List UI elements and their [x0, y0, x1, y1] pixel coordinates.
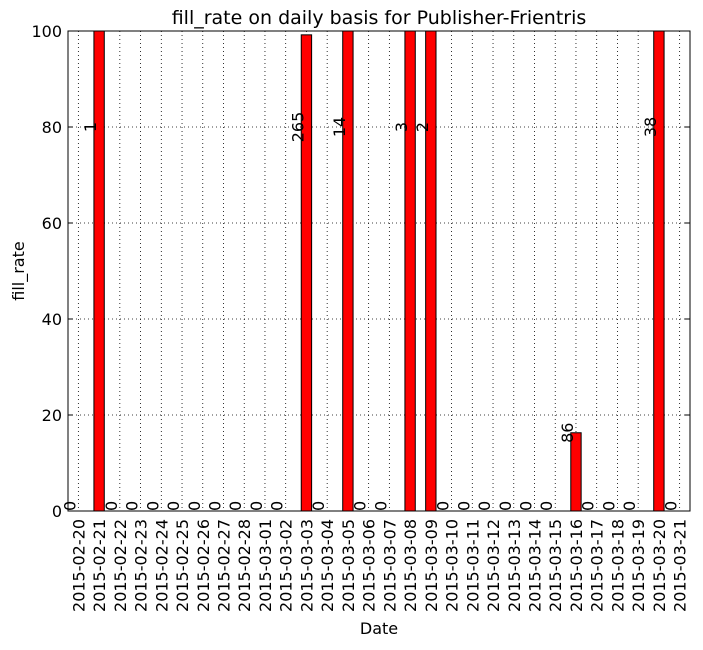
x-tick-label: 2015-03-15 — [546, 519, 565, 612]
bar-annotation: 0 — [268, 501, 287, 511]
bar-annotation: 0 — [206, 501, 225, 511]
x-tick-label: 2015-03-19 — [629, 519, 648, 612]
y-tick-label: 0 — [52, 502, 62, 521]
x-tick-label: 2015-03-13 — [505, 519, 524, 612]
bar-annotation: 0 — [475, 501, 494, 511]
bar — [425, 30, 437, 512]
bar — [404, 30, 416, 512]
x-tick-label: 2015-03-12 — [484, 519, 503, 612]
bar-annotation: 0 — [579, 501, 598, 511]
x-tick-label: 2015-02-27 — [215, 519, 234, 612]
x-tick-label: 2015-03-11 — [463, 519, 482, 612]
x-tick-label: 2015-03-09 — [422, 519, 441, 612]
x-tick-label: 2015-02-28 — [235, 519, 254, 612]
bar — [570, 432, 582, 512]
bar — [342, 30, 354, 512]
bar-annotation: 1 — [81, 122, 100, 132]
x-tick-label: 2015-03-06 — [360, 519, 379, 612]
x-tick-label: 2015-03-10 — [443, 519, 462, 612]
y-tick-label: 100 — [31, 22, 62, 41]
bar-annotation: 0 — [371, 501, 390, 511]
x-tick-label: 2015-02-24 — [152, 519, 171, 612]
bar-annotation: 0 — [599, 501, 618, 511]
chart-title: fill_rate on daily basis for Publisher-F… — [172, 7, 587, 29]
bar-annotation: 0 — [164, 501, 183, 511]
bar-annotation: 265 — [288, 112, 307, 143]
bar-annotation: 0 — [102, 501, 121, 511]
bar-annotation: 0 — [123, 501, 142, 511]
bar-annotation: 0 — [226, 501, 245, 511]
bar-annotation: 86 — [558, 423, 577, 443]
x-tick-label: 2015-03-17 — [588, 519, 607, 612]
bar-annotation: 0 — [351, 501, 370, 511]
bar-annotation: 14 — [330, 117, 349, 137]
bar-annotation: 0 — [537, 501, 556, 511]
x-tick-label: 2015-02-21 — [90, 519, 109, 612]
y-axis-label: fill_rate — [9, 241, 29, 300]
x-tick-label: 2015-03-07 — [380, 519, 399, 612]
bar-annotation: 2 — [413, 122, 432, 132]
x-tick-label: 2015-03-01 — [256, 519, 275, 612]
x-tick-label: 2015-03-02 — [277, 519, 296, 612]
x-tick-label: 2015-03-18 — [608, 519, 627, 612]
x-axis-label: Date — [360, 619, 398, 638]
y-tick-label: 80 — [42, 118, 62, 137]
bar-annotation: 0 — [662, 501, 681, 511]
x-tick-label: 2015-02-26 — [194, 519, 213, 612]
x-tick-label: 2015-03-08 — [401, 519, 420, 612]
bar-annotation: 3 — [392, 122, 411, 132]
x-tick-label: 2015-03-20 — [650, 519, 669, 612]
bar-annotation: 0 — [143, 501, 162, 511]
bar — [300, 34, 313, 512]
bar-annotation: 0 — [185, 501, 204, 511]
bar-annotation: 0 — [247, 501, 266, 511]
y-tick-label: 20 — [42, 406, 62, 425]
y-tick-label: 40 — [42, 310, 62, 329]
bar-annotation: 0 — [60, 501, 79, 511]
x-tick-label: 2015-02-20 — [69, 519, 88, 612]
x-tick-label: 2015-03-04 — [318, 519, 337, 612]
x-tick-label: 2015-03-14 — [526, 519, 545, 612]
bar-annotation: 0 — [434, 501, 453, 511]
bar-annotation: 38 — [641, 117, 660, 137]
x-tick-label: 2015-03-21 — [671, 519, 690, 612]
bar — [93, 30, 105, 512]
x-tick-label: 2015-02-25 — [173, 519, 192, 612]
y-tick-label: 60 — [42, 214, 62, 233]
bar-annotation: 0 — [620, 501, 639, 511]
x-tick-label: 2015-03-05 — [339, 519, 358, 612]
plot-frame — [67, 30, 691, 512]
bar-annotation: 0 — [517, 501, 536, 511]
x-tick-label: 2015-02-22 — [111, 519, 130, 612]
bar-annotation: 0 — [454, 501, 473, 511]
bar-annotation: 0 — [496, 501, 515, 511]
x-tick-label: 2015-03-03 — [297, 519, 316, 612]
x-tick-label: 2015-03-16 — [567, 519, 586, 612]
bar-annotation: 0 — [309, 501, 328, 511]
x-tick-label: 2015-02-23 — [132, 519, 151, 612]
bar — [653, 30, 665, 512]
